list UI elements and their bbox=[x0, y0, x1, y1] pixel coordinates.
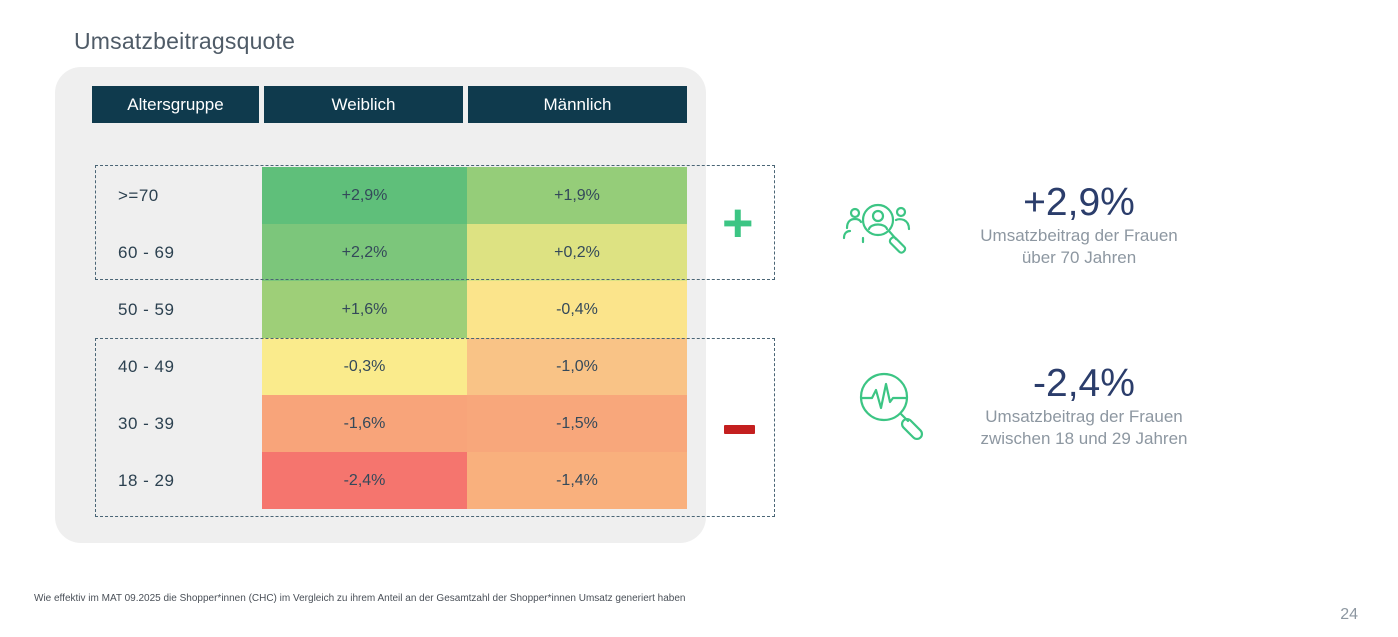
heatmap-cell-weiblich: -1,6% bbox=[262, 395, 467, 452]
heatmap-cell-weiblich: +1,6% bbox=[262, 281, 467, 338]
header-maennlich: Männlich bbox=[468, 86, 687, 123]
header-altersgruppe: Altersgruppe bbox=[92, 86, 259, 123]
kpi-positive-label-line2: über 70 Jahren bbox=[1021, 248, 1137, 267]
heatmap-cell-maennlich: -1,5% bbox=[467, 395, 687, 452]
heartbeat-search-icon bbox=[859, 372, 924, 441]
negative-group-box bbox=[95, 338, 775, 517]
age-label: 18 - 29 bbox=[118, 470, 175, 490]
age-label: >=70 bbox=[118, 185, 159, 205]
positive-group-box bbox=[95, 165, 775, 280]
kpi-positive-label-line1: Umsatzbeitrag der Frauen bbox=[980, 226, 1178, 245]
kpi-negative-value: -2,4% bbox=[1033, 362, 1135, 405]
heatmap-cell-weiblich: +2,9% bbox=[262, 167, 467, 224]
age-label: 60 - 69 bbox=[118, 242, 175, 262]
plus-sign: + bbox=[722, 193, 754, 253]
kpi-positive: +2,9% Umsatzbeitrag der Frauen über 70 J… bbox=[949, 181, 1209, 269]
header-weiblich: Weiblich bbox=[264, 86, 463, 123]
kpi-positive-value: +2,9% bbox=[1023, 181, 1135, 224]
minus-sign-icon bbox=[724, 425, 755, 434]
heatmap-cell-weiblich: +2,2% bbox=[262, 224, 467, 281]
footnote: Wie effektiv im MAT 09.2025 die Shopper*… bbox=[34, 593, 686, 604]
heatmap-cell-maennlich: -1,4% bbox=[467, 452, 687, 509]
heatmap-cell-weiblich: -0,3% bbox=[262, 338, 467, 395]
kpi-negative-label-line2: zwischen 18 und 29 Jahren bbox=[980, 429, 1188, 448]
age-label: 50 - 59 bbox=[118, 299, 175, 319]
user-search-icon bbox=[842, 203, 911, 254]
page-number: 24 bbox=[1340, 606, 1358, 623]
heatmap-cell-maennlich: +1,9% bbox=[467, 167, 687, 224]
heatmap-cell-weiblich: -2,4% bbox=[262, 452, 467, 509]
kpi-negative-label-line1: Umsatzbeitrag der Frauen bbox=[985, 407, 1183, 426]
kpi-negative: -2,4% Umsatzbeitrag der Frauen zwischen … bbox=[954, 362, 1214, 450]
heatmap-cell-maennlich: -1,0% bbox=[467, 338, 687, 395]
page-title: Umsatzbeitragsquote bbox=[74, 28, 296, 54]
age-label: 30 - 39 bbox=[118, 413, 175, 433]
age-label: 40 - 49 bbox=[118, 356, 175, 376]
heatmap-cell-maennlich: -0,4% bbox=[467, 281, 687, 338]
heatmap-cell-maennlich: +0,2% bbox=[467, 224, 687, 281]
